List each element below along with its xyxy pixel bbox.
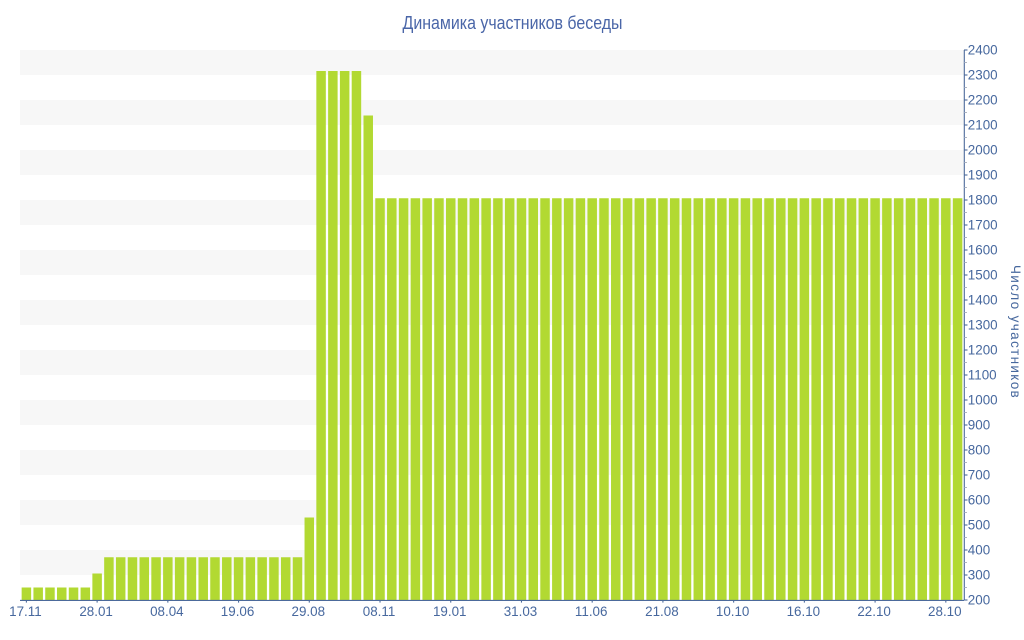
svg-text:19.06: 19.06 (221, 604, 255, 619)
svg-text:Динамика участников беседы: Динамика участников беседы (403, 12, 623, 33)
svg-text:1100: 1100 (968, 368, 997, 383)
svg-text:1500: 1500 (968, 268, 998, 283)
svg-text:300: 300 (968, 568, 990, 583)
svg-text:16.10: 16.10 (787, 604, 821, 619)
svg-text:1900: 1900 (968, 168, 998, 183)
svg-text:2200: 2200 (968, 93, 998, 108)
svg-text:2000: 2000 (968, 143, 998, 158)
svg-text:1800: 1800 (968, 193, 998, 208)
svg-text:1200: 1200 (968, 343, 998, 358)
svg-text:31.03: 31.03 (504, 604, 538, 619)
svg-text:29.08: 29.08 (292, 604, 326, 619)
svg-text:17.11: 17.11 (9, 604, 42, 619)
svg-text:2300: 2300 (968, 68, 998, 83)
svg-text:Число участников: Число участников (1008, 265, 1023, 399)
svg-text:600: 600 (968, 493, 990, 508)
svg-text:400: 400 (968, 543, 990, 558)
svg-text:22.10: 22.10 (857, 604, 891, 619)
svg-text:21.08: 21.08 (645, 604, 679, 619)
svg-text:11.06: 11.06 (575, 604, 608, 619)
svg-text:08.11: 08.11 (363, 604, 396, 619)
svg-text:1400: 1400 (968, 293, 998, 308)
svg-text:2100: 2100 (968, 118, 998, 133)
svg-text:1000: 1000 (968, 393, 998, 408)
svg-text:19.01: 19.01 (433, 604, 467, 619)
svg-text:1700: 1700 (968, 218, 998, 233)
svg-text:1600: 1600 (968, 243, 998, 258)
svg-text:500: 500 (968, 518, 990, 533)
svg-text:900: 900 (968, 418, 990, 433)
svg-text:800: 800 (968, 443, 990, 458)
svg-text:08.04: 08.04 (150, 604, 184, 619)
svg-text:700: 700 (968, 468, 990, 483)
svg-text:28.10: 28.10 (928, 604, 962, 619)
svg-text:200: 200 (968, 593, 990, 608)
svg-text:2400: 2400 (968, 43, 998, 58)
svg-text:28.01: 28.01 (79, 604, 113, 619)
svg-text:1300: 1300 (968, 318, 998, 333)
svg-text:10.10: 10.10 (716, 604, 750, 619)
